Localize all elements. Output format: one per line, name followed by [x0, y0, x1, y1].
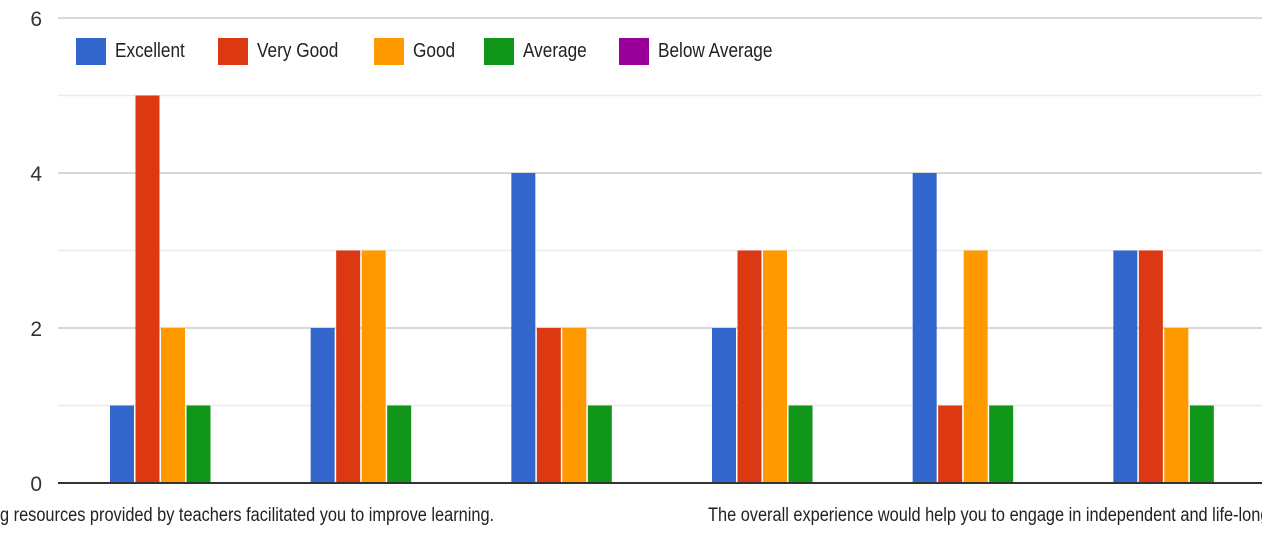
legend-label-below-average: Below Average — [657, 39, 773, 62]
legend: Excellent Very Good Good Average Below A… — [76, 36, 813, 66]
legend-item-average[interactable]: Average — [483, 37, 597, 65]
x-label-clip-left: g resources provided by teachers facilit… — [0, 500, 600, 533]
bar-good-3 — [562, 328, 587, 483]
legend-label-good: Good — [412, 39, 455, 62]
bar-good-1 — [161, 328, 185, 483]
bar-average-3 — [587, 405, 612, 483]
bar-good-2 — [361, 250, 386, 483]
y-tick-label-0: 0 — [30, 473, 42, 496]
bar-excellent-4 — [712, 328, 736, 483]
bar-good-6 — [1164, 328, 1189, 483]
legend-item-excellent[interactable]: Excellent — [76, 37, 196, 65]
bar-very-good-6 — [1138, 250, 1163, 483]
bar-very-good-5 — [938, 405, 963, 483]
bar-very-good-1 — [135, 95, 160, 483]
y-tick-label-4: 4 — [30, 163, 42, 186]
legend-label-excellent: Excellent — [115, 39, 185, 62]
x-label-clip-right: The overall experience would help you to… — [700, 500, 1262, 533]
bar-average-2 — [387, 405, 412, 483]
bar-very-good-4 — [737, 250, 762, 483]
bar-good-4 — [763, 250, 787, 483]
bar-excellent-5 — [912, 173, 937, 483]
bar-average-1 — [186, 405, 211, 483]
bar-very-good-3 — [536, 328, 561, 483]
bar-excellent-2 — [310, 328, 335, 483]
x-axis-label-first: g resources provided by teachers facilit… — [0, 505, 495, 526]
bar-average-6 — [1189, 405, 1214, 483]
y-tick-label-6: 6 — [30, 8, 42, 31]
legend-swatch-below-average — [618, 37, 649, 65]
bar-average-5 — [989, 405, 1014, 483]
bar-excellent-1 — [110, 405, 134, 483]
legend-swatch-very-good — [218, 37, 249, 65]
bar-good-5 — [963, 250, 988, 483]
bar-very-good-2 — [336, 250, 361, 483]
legend-item-very-good[interactable]: Very Good — [218, 37, 352, 65]
legend-swatch-excellent — [76, 37, 106, 65]
legend-label-very-good: Very Good — [257, 39, 339, 62]
legend-item-below-average[interactable]: Below Average — [618, 37, 791, 65]
y-tick-label-2: 2 — [30, 318, 42, 341]
bar-excellent-6 — [1113, 250, 1138, 483]
bar-excellent-3 — [511, 173, 536, 483]
bar-average-4 — [788, 405, 813, 483]
legend-swatch-average — [483, 37, 514, 65]
x-axis-label-fifth: The overall experience would help you to… — [708, 505, 1262, 526]
legend-item-good[interactable]: Good — [373, 37, 462, 65]
legend-label-average: Average — [522, 39, 587, 62]
legend-swatch-good — [373, 37, 404, 65]
